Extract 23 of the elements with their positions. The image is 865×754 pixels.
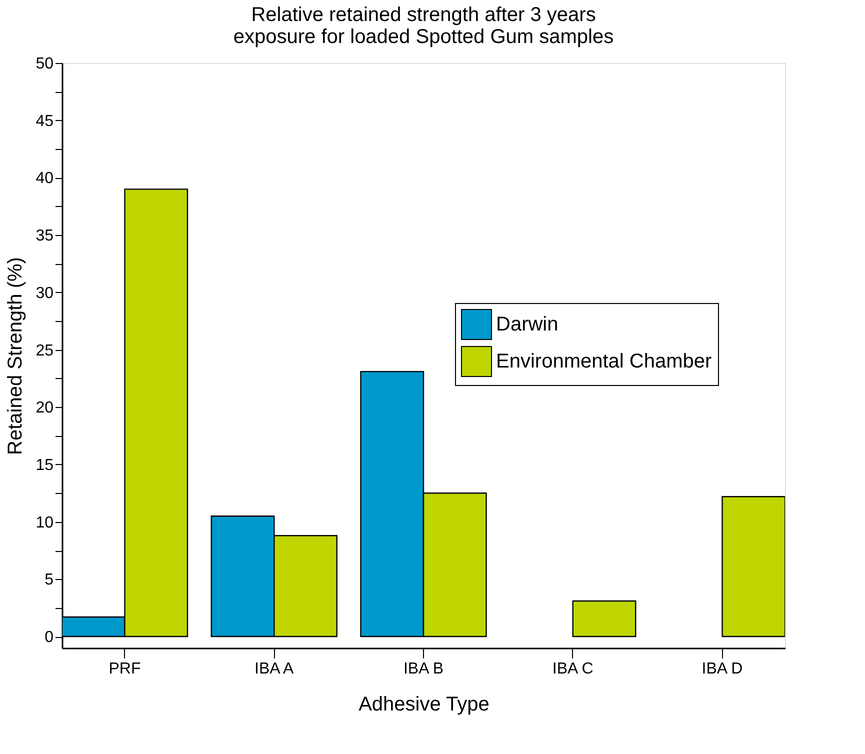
x-tick-label: IBA A xyxy=(254,660,294,678)
x-tick-label: PRF xyxy=(108,660,141,678)
y-tick-label: 30 xyxy=(36,284,54,302)
chart-title: Relative retained strength after 3 years exposure for loaded Spotted Gum samples xyxy=(233,4,614,48)
bar xyxy=(572,600,636,638)
y-tick-label: 25 xyxy=(36,342,54,360)
y-tick-label: 50 xyxy=(36,56,54,72)
x-tick-label: IBA B xyxy=(403,660,444,678)
bar xyxy=(722,496,785,638)
legend-label: Environmental Chamber xyxy=(496,350,712,372)
y-axis-title: Retained Strength (%) xyxy=(4,257,27,455)
y-tick-label: 45 xyxy=(36,112,54,130)
y-tick-label: 20 xyxy=(36,400,54,417)
y-tick-label: 35 xyxy=(36,228,54,245)
x-tick-label: IBA D xyxy=(702,660,743,678)
y-tick-label: 15 xyxy=(36,456,54,474)
legend-label: Darwin xyxy=(496,314,558,336)
x-axis-title: Adhesive Type xyxy=(358,694,490,716)
y-tick-label: 0 xyxy=(44,629,54,646)
x-tick-label: IBA C xyxy=(552,660,594,678)
y-tick-label: 40 xyxy=(36,170,54,188)
y-tick-label: 5 xyxy=(44,572,54,589)
y-tick-label: 10 xyxy=(36,514,54,532)
